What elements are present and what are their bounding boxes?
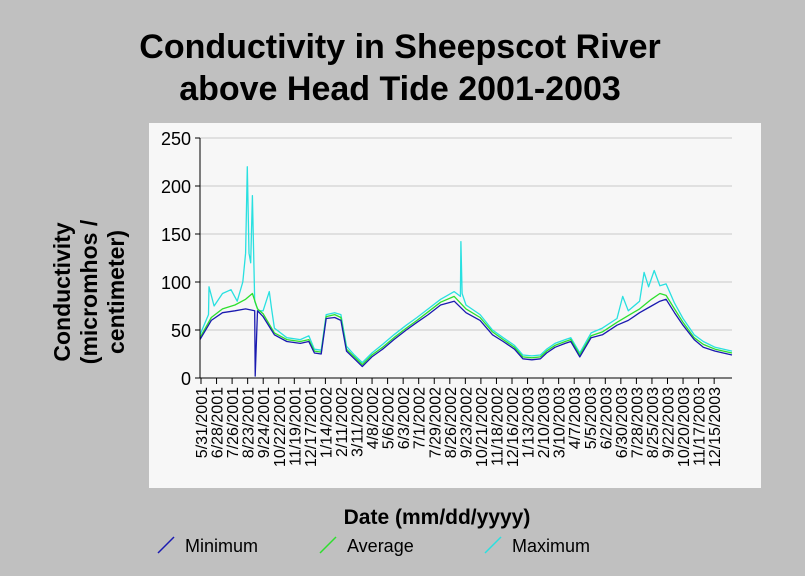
x-tick-label: 5/5/2003 [583,387,600,449]
x-tick-label: 6/30/2003 [614,387,631,458]
x-tick-label: 1/14/2002 [318,387,335,458]
legend-label: Average [347,536,414,556]
x-tick-label: 7/26/2001 [225,387,242,458]
y-tick-label: 150 [161,225,191,245]
x-tick-label: 5/31/2001 [194,387,211,458]
legend-swatch [484,536,502,554]
x-tick-label: 6/2/2003 [598,387,615,449]
y-tick-label: 50 [171,321,191,341]
legend-label: Minimum [185,536,258,556]
x-tick-label: 2/10/2003 [536,387,553,458]
y-axis-label-line-3: centimeter) [103,230,129,354]
series-line-average [199,292,733,366]
x-tick-label: 10/22/2001 [272,387,289,467]
legend-swatch [157,536,175,554]
x-tick-label: 7/28/2003 [629,387,646,458]
chart-title-line-2: above Head Tide 2001-2003 [179,70,621,108]
x-tick-label: 3/10/2003 [552,387,569,458]
y-axis-label-line-1: Conductivity [49,222,75,361]
series-line-minimum [199,298,733,377]
x-tick-label: 7/29/2002 [427,387,444,458]
y-axis-label-line-2: (micromhos / [76,219,102,364]
x-tick-label: 11/19/2001 [287,387,304,466]
x-tick-label: 9/24/2001 [256,387,273,458]
legend-item-average: Average [319,536,414,556]
y-tick-label: 100 [161,273,191,293]
y-tick-label: 0 [181,369,191,389]
x-tick-label: 7/1/2002 [412,387,429,449]
legend-swatch [319,536,337,554]
x-tick-label: 5/6/2002 [381,387,398,449]
chart-title-line-1: Conductivity in Sheepscot River [139,28,660,66]
x-tick-label: 12/17/2001 [303,387,320,467]
x-tick-label: 1/13/2003 [521,387,538,458]
x-tick-label: 10/20/2003 [676,387,693,467]
x-tick-label: 12/16/2002 [505,387,522,467]
x-axis-label: Date (mm/dd/yyyy) [344,506,531,529]
x-tick-label: 8/25/2003 [645,387,662,458]
plot-area [200,138,732,378]
x-tick-label: 9/23/2002 [458,387,475,458]
x-tick-label: 9/22/2003 [661,387,678,458]
y-axis-tick-labels: 0 50 100 150 200 250 [161,129,200,389]
x-tick-label: 2/11/2002 [334,387,351,457]
x-tick-label: 6/28/2001 [210,387,227,458]
series-line-maximum [199,166,733,364]
x-tick-label: 10/21/2002 [474,387,491,467]
y-tick-label: 250 [161,129,191,149]
legend-label: Maximum [512,536,590,556]
x-tick-label: 3/11/2002 [350,387,367,457]
legend: Minimum Average Maximum [157,536,590,556]
x-tick-label: 8/26/2002 [443,387,460,458]
grid-lines [200,137,732,331]
x-tick-label: 4/7/2003 [567,387,584,449]
x-tick-label: 11/17/2003 [692,387,709,466]
x-tick-label: 6/3/2002 [396,387,413,449]
x-tick-label: 8/23/2001 [241,387,258,458]
series-lines [199,166,733,377]
x-tick-label: 12/15/2003 [707,387,724,467]
x-tick-label: 11/18/2002 [489,387,506,466]
x-tick-label: 4/8/2002 [365,387,382,449]
legend-item-minimum: Minimum [157,536,258,556]
y-tick-label: 200 [161,177,191,197]
x-axis-tick-labels: 5/31/20016/28/20017/26/20018/23/20019/24… [194,378,724,467]
legend-item-maximum: Maximum [484,536,590,556]
y-axis-label: Conductivity (micromhos / centimeter) [49,219,129,364]
axes [199,138,732,379]
